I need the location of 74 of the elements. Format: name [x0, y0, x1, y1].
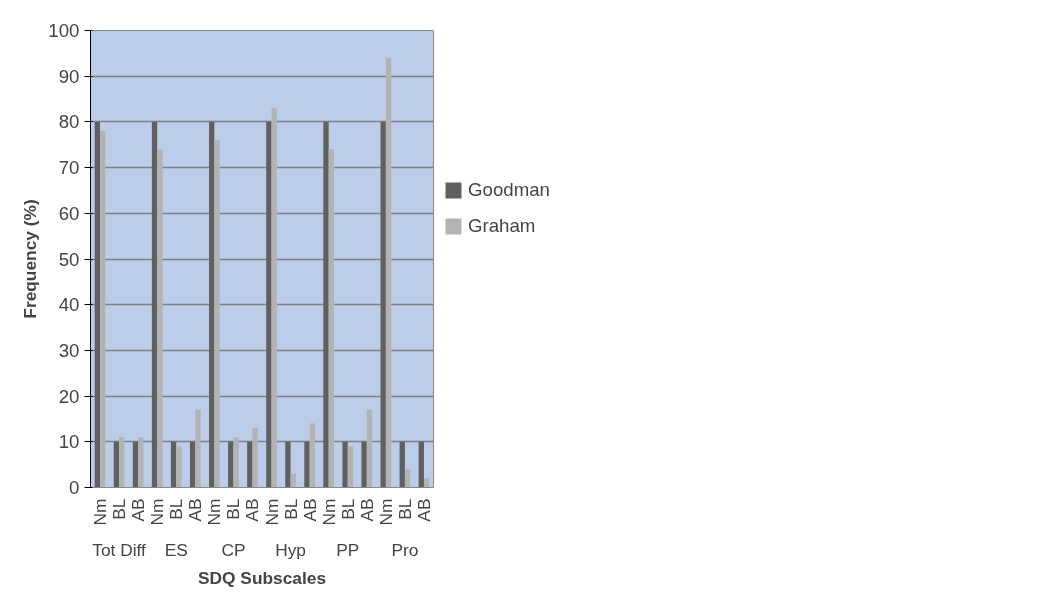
bar — [151, 121, 158, 488]
x-tick-label: Nm — [147, 498, 168, 526]
text: Pro — [391, 539, 419, 560]
bar — [423, 478, 430, 488]
bar — [113, 441, 120, 488]
y-axis-title: Frequency (%) — [20, 199, 41, 319]
x-tick-label: BL — [223, 498, 244, 520]
bar — [366, 409, 373, 488]
x-tick-label: AB — [242, 498, 263, 522]
bar — [233, 437, 239, 488]
bar — [252, 428, 258, 488]
x-tick-label: BL — [394, 498, 415, 520]
bar — [176, 446, 182, 488]
bar — [100, 131, 106, 488]
bar — [418, 441, 424, 488]
x-axis-title: SDQ Subscales — [197, 567, 327, 588]
bar — [170, 441, 177, 488]
x-tick-label: BL — [166, 498, 187, 520]
bar — [399, 441, 405, 488]
x-tick-label: AB — [128, 498, 149, 522]
y-tick-label: 100 — [48, 20, 80, 41]
bar — [404, 469, 411, 488]
x-tick-label: BL — [280, 498, 301, 520]
bar — [380, 121, 386, 488]
text: ES — [164, 539, 188, 560]
bar — [214, 140, 220, 488]
y-tick-label: 50 — [58, 248, 80, 270]
bar — [304, 441, 310, 488]
bar — [271, 108, 277, 488]
y-tick-label: 30 — [58, 339, 80, 361]
bar — [119, 437, 125, 488]
bar — [195, 409, 201, 488]
x-tick-label: Nm — [375, 498, 396, 526]
x-tick-label: Nm — [318, 498, 339, 526]
bar — [94, 121, 101, 488]
y-tick-label: 0 — [69, 477, 80, 498]
bar — [342, 441, 348, 488]
bar — [385, 57, 392, 488]
legend-label: Goodman — [468, 179, 550, 201]
bar — [323, 121, 329, 488]
x-tick-label: BL — [337, 498, 358, 520]
text: Hyp — [275, 539, 306, 560]
x-tick-label: AB — [356, 498, 377, 522]
y-tick-label: 80 — [58, 111, 80, 133]
text: PP — [336, 539, 360, 560]
y-tick-label: 70 — [58, 157, 80, 179]
x-tick-label: Nm — [261, 498, 282, 526]
legend-label: Graham — [468, 215, 536, 237]
bar — [132, 441, 139, 488]
x-tick-label: AB — [185, 498, 206, 522]
bar — [361, 441, 367, 488]
text: Tot Diff — [92, 539, 147, 560]
bar — [138, 437, 144, 488]
y-tick-label: 20 — [58, 385, 80, 407]
bar — [347, 446, 354, 488]
bar — [247, 441, 253, 488]
bar — [189, 441, 196, 488]
y-tick-label: 60 — [58, 202, 80, 224]
x-tick-label: BL — [109, 498, 130, 520]
x-tick-label: AB — [413, 498, 434, 522]
y-tick-label: 90 — [58, 65, 80, 87]
bar — [209, 121, 215, 488]
bar — [285, 441, 291, 488]
x-tick-label: Nm — [204, 498, 225, 526]
bar — [309, 423, 315, 488]
bar — [328, 149, 335, 488]
bar — [266, 121, 272, 488]
bar — [157, 149, 163, 488]
x-tick-label: AB — [299, 498, 320, 522]
bar — [228, 441, 234, 488]
x-tick-label: Nm — [90, 498, 111, 526]
text: CP — [221, 539, 246, 560]
y-tick-label: 40 — [58, 294, 80, 316]
y-tick-label: 10 — [58, 431, 80, 453]
